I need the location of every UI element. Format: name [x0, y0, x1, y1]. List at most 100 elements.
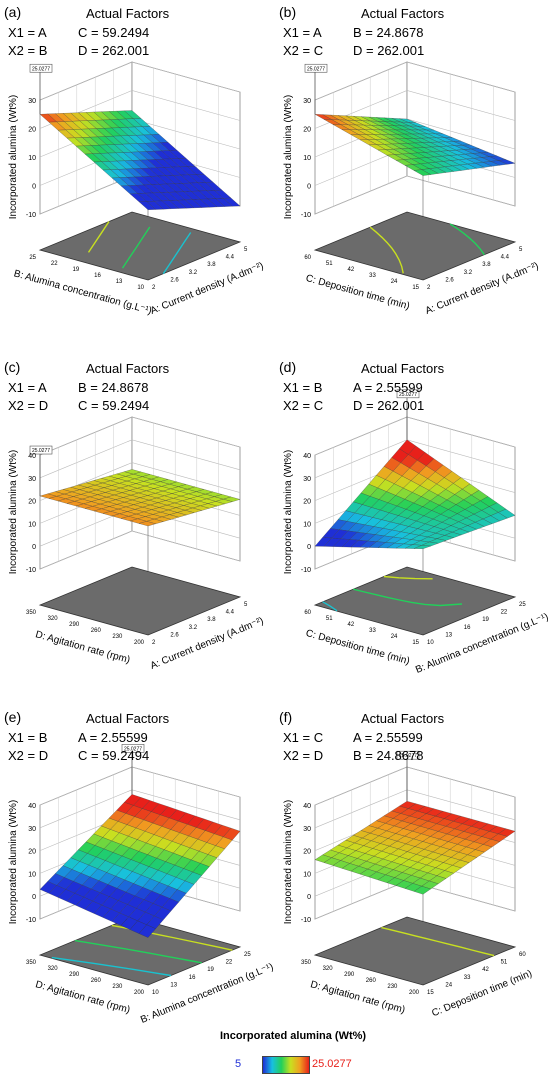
surface-cell [138, 201, 157, 210]
panel-label: (d) [279, 359, 297, 375]
contour-line [369, 226, 404, 274]
panel-label: (b) [279, 4, 297, 20]
colorbar-max-label: 25.0277 [312, 1058, 352, 1070]
y-tick-label: 290 [69, 622, 80, 628]
contour-line [87, 221, 110, 253]
z-tick-label: 20 [28, 127, 36, 134]
x-tick-label: 10 [427, 640, 434, 646]
x-tick-label: 51 [501, 960, 508, 966]
y-tick-label: 200 [134, 640, 145, 646]
panel-label: (e) [4, 709, 22, 725]
surface-cell [413, 886, 431, 895]
panel-d: 25.0277 40 30 20 10 0 -10 Incorporated alumina … [275, 355, 550, 695]
y-tick-label: 60 [304, 255, 311, 261]
z-tick-label: 30 [28, 98, 36, 105]
y-tick-label: 290 [344, 972, 355, 978]
max-point-flag-label: 25.0277 [399, 753, 417, 759]
response-surface [314, 114, 516, 176]
y-tick-label: 350 [26, 610, 37, 616]
panel-a: 25.0277 30 20 10 0 -10 Incorporated alumina (W… [0, 0, 275, 340]
x1-factor-text: X1 = A [8, 25, 47, 40]
z-tick-label: -10 [301, 567, 311, 574]
max-point-flag-label: 25.0277 [399, 392, 417, 398]
max-point-flag-label: 25.0277 [32, 66, 50, 72]
x2-factor-text: X2 = C [283, 43, 324, 58]
colorbar-legend: Incorporated alumina (Wt%) 5 25.0277 [200, 1030, 460, 1074]
y-tick-label: 320 [323, 966, 334, 972]
x2-factor-text: X2 = D [8, 748, 49, 763]
z-tick-label: 30 [303, 476, 311, 483]
y-tick-label: 24 [391, 279, 398, 285]
contour-floor [38, 211, 242, 281]
y-tick-label: 33 [369, 628, 376, 634]
contour-line [381, 926, 495, 957]
x-tick-label: 19 [482, 617, 489, 623]
panel-b: 25.0277 30 20 10 0 -10 Incorporated alumina (W… [275, 0, 550, 340]
x-tick-label: 13 [445, 632, 452, 638]
z-tick-label: 20 [303, 849, 311, 856]
z-gridline [39, 61, 241, 101]
x-tick-label: 3.8 [207, 617, 216, 623]
z-tick-label: 40 [303, 453, 311, 460]
z-tick-label: -10 [26, 212, 36, 219]
y-tick-label: 42 [348, 267, 355, 273]
x-tick-label: 2 [152, 285, 156, 291]
factors-title: Actual Factors [361, 361, 445, 376]
surface-cell [413, 169, 432, 176]
y-tick-label: 230 [112, 984, 123, 990]
x-tick-label: 22 [226, 960, 233, 966]
y-tick-label: 10 [137, 285, 144, 291]
x2-factor-text: X2 = C [283, 398, 324, 413]
x-tick-label: 25 [519, 602, 526, 608]
panel-f: 25.0277 40 30 20 10 0 -10 Incorporated alumina … [275, 705, 550, 1045]
max-point-flag-box [396, 389, 420, 399]
factors-title: Actual Factors [86, 711, 170, 726]
z-tick-label: -10 [301, 917, 311, 924]
contour-line [449, 223, 485, 256]
panel-label: (f) [279, 709, 293, 725]
y-tick-label: 350 [301, 960, 312, 966]
x-tick-label: 5 [244, 247, 248, 253]
factors-title: Actual Factors [361, 711, 445, 726]
surface-cell [138, 924, 156, 938]
y-tick-label: 260 [91, 628, 102, 634]
factors-title: Actual Factors [86, 361, 170, 376]
contour-floor [313, 916, 517, 986]
panel-c: 25.0277 40 30 20 10 0 -10 Incorporated alumina … [0, 355, 275, 695]
z-axis-title: Incorporated alumina (Wt%) [283, 800, 294, 925]
z-tick-label: 10 [28, 521, 36, 528]
z-tick-label: -10 [26, 567, 36, 574]
fixed-factor-1-text: A = 2.55599 [353, 730, 423, 745]
z-axis-title: Incorporated alumina (Wt%) [283, 450, 294, 575]
z-gridline [39, 530, 241, 570]
colorbar-gradient [262, 1056, 310, 1074]
x-tick-label: 2.6 [445, 277, 454, 283]
colorbar-min-label: 5 [235, 1058, 242, 1070]
z-tick-label: 0 [32, 184, 36, 191]
x-tick-label: 15 [427, 990, 434, 996]
z-tick-label: 40 [303, 803, 311, 810]
z-tick-label: 10 [303, 871, 311, 878]
x-tick-label: 3.2 [189, 625, 198, 631]
y-tick-label: 200 [409, 990, 420, 996]
x-tick-label: 2 [152, 640, 156, 646]
fixed-factor-2-text: D = 262.001 [353, 398, 425, 413]
x-tick-label: 2 [427, 285, 431, 291]
x1-factor-text: X1 = C [283, 730, 324, 745]
z-tick-label: 10 [303, 521, 311, 528]
x1-factor-text: X1 = B [283, 380, 323, 395]
response-surface [39, 469, 241, 527]
panel-e: 25.0277 40 30 20 10 0 -10 Incorporated alumina … [0, 705, 275, 1045]
fixed-factor-2-text: B = 24.8678 [353, 748, 424, 763]
z-tick-label: 0 [307, 544, 311, 551]
x-tick-label: 2.6 [170, 277, 179, 283]
contour-floor [313, 566, 517, 636]
contour-line [162, 232, 192, 275]
x-tick-label: 24 [445, 982, 452, 988]
z-gridline [314, 175, 516, 215]
fixed-factor-1-text: C = 59.2494 [78, 25, 150, 40]
max-point-flag-label: 25.0277 [124, 746, 142, 752]
y-tick-label: 22 [51, 261, 58, 267]
